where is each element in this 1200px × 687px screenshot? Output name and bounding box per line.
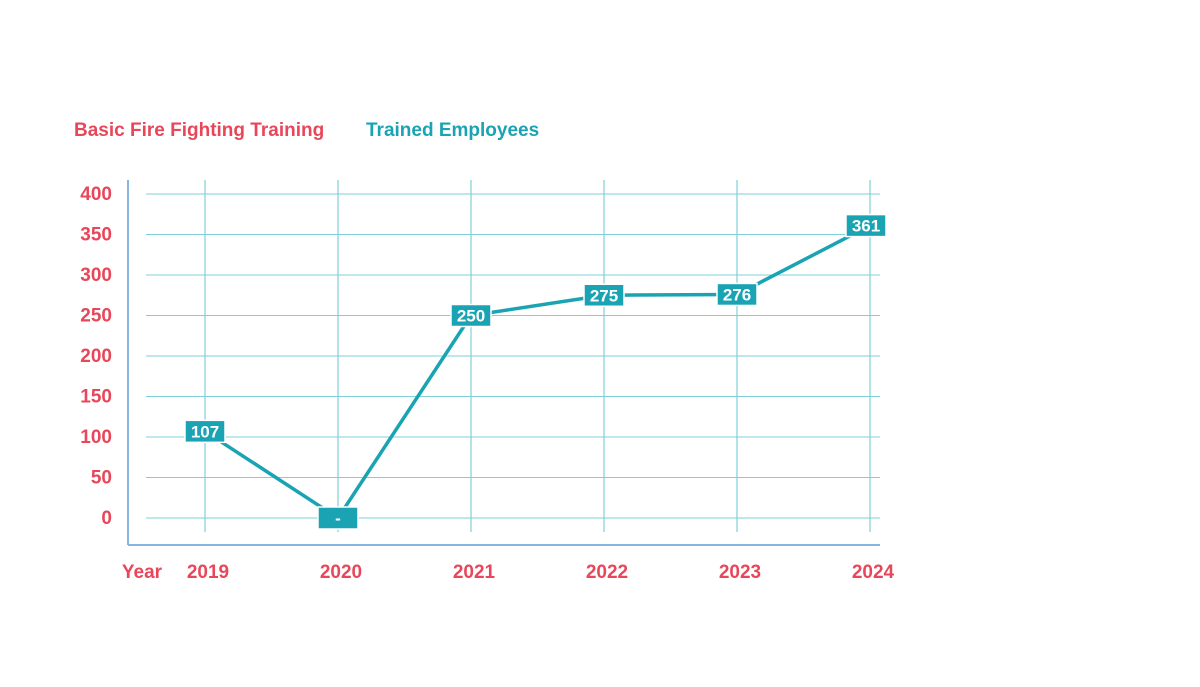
- y-tick-label: 250: [80, 306, 112, 327]
- data-label-text: 361: [852, 217, 880, 236]
- data-label-box: [583, 283, 625, 307]
- x-tick-label: 2023: [719, 562, 761, 583]
- data-label: -: [317, 506, 359, 530]
- series-layer: [204, 224, 871, 520]
- y-tick-label: 400: [80, 184, 112, 205]
- data-label-text: 107: [191, 422, 219, 441]
- data-label-box: [845, 213, 887, 238]
- tick-layer: 0 50 100 150 200 250 300 350 400 2019 2020 2021 2022…: [80, 184, 894, 583]
- axis-layer: Year: [122, 180, 880, 583]
- data-label: 250: [450, 303, 492, 328]
- x-tick-label: 2024: [852, 562, 895, 583]
- y-tick-label: 200: [80, 346, 112, 367]
- y-tick-label: 350: [80, 225, 112, 246]
- data-label-text: -: [335, 509, 341, 528]
- data-label: 276: [716, 282, 758, 307]
- y-tick-label: 50: [91, 468, 112, 489]
- x-tick-label: 2021: [453, 562, 496, 583]
- data-label-text: 275: [590, 286, 618, 305]
- data-label: 107: [184, 419, 226, 444]
- label-layer: 107 - 250 275 276 361: [184, 213, 887, 530]
- data-label: 275: [583, 283, 625, 307]
- data-label-box: [317, 506, 359, 530]
- data-label: 361: [845, 213, 887, 238]
- x-tick-label: 2020: [320, 562, 362, 583]
- chart-title: Basic Fire Fighting Training: [74, 120, 325, 141]
- data-label-text: 250: [457, 307, 485, 326]
- x-axis-title: Year: [122, 562, 163, 583]
- x-tick-label: 2022: [586, 562, 628, 583]
- x-tick-label: 2019: [187, 562, 229, 583]
- data-label-text: 276: [723, 285, 751, 304]
- y-tick-label: 100: [80, 427, 112, 448]
- data-label-box: [450, 303, 492, 328]
- series-label: Trained Employees: [366, 120, 540, 141]
- series-line: [204, 224, 871, 520]
- y-tick-label: 150: [80, 387, 112, 408]
- data-label-box: [184, 419, 226, 444]
- y-tick-label: 300: [80, 265, 112, 286]
- data-label-box: [716, 282, 758, 307]
- y-tick-label: 0: [101, 508, 112, 529]
- grid-layer: [146, 180, 880, 532]
